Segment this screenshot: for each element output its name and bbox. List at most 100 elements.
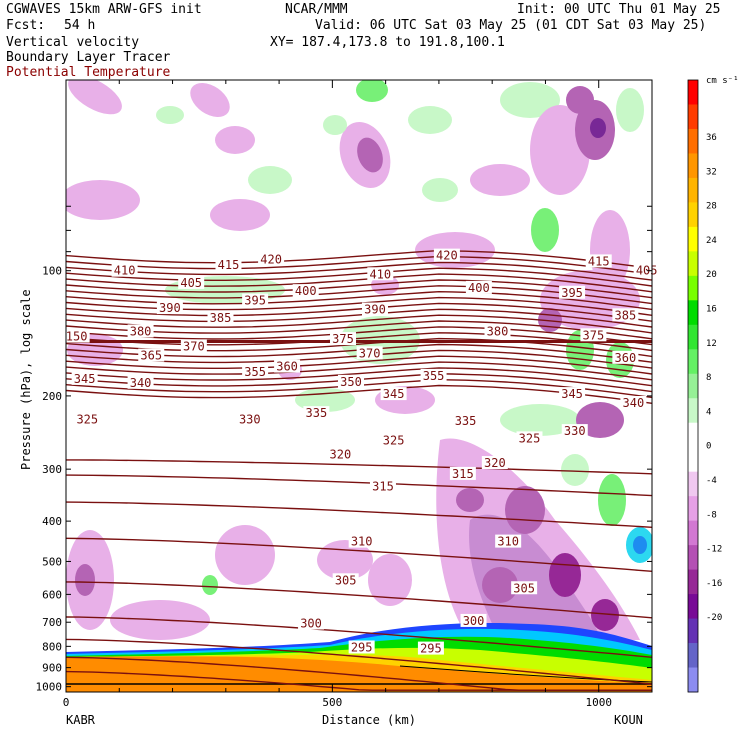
theta-label: 300 [300,617,322,631]
theta-contour-line [66,261,652,281]
theta-contour-line [66,285,652,305]
w-blob [470,164,530,196]
w-blob [190,82,230,118]
field-boundary-layer-tracer: Boundary Layer Tracer [6,50,171,65]
theta-contour-line [66,616,652,658]
theta-label: 360 [276,360,298,374]
theta-label-bg [180,339,207,353]
theta-label-bg [242,293,269,307]
colorbar: 36 32 28 24 20 16 12 8 4 0 -4 -8 -12 -16 -20 [687,79,722,693]
theta-label: 325 [383,434,405,448]
w-blob [566,86,594,114]
theta-contour-line [66,314,652,334]
theta-label-bg [303,406,330,420]
colorbar-swatch [688,471,698,497]
y-tick-label: 400 [42,515,62,528]
w-blob [323,115,347,135]
y-tick-label: 1000 [36,681,63,694]
w-blob [248,166,292,194]
colorbar-swatch [688,300,698,326]
theta-label-bg [580,328,607,342]
theta-label: 380 [130,324,152,338]
theta-label-bg [156,301,183,315]
theta-contour-line [66,384,652,404]
plot-frame [65,79,653,693]
x-axis-ticks: 0 500 1000 [63,80,612,709]
theta-label-bg [338,374,365,388]
theta-label-bg [559,387,586,401]
theta-label-bg [633,263,660,277]
theta-label-bg [74,412,101,426]
terrain-boundary-layer [66,656,652,692]
theta-label: 380 [487,324,509,338]
colorbar-swatch [688,618,698,644]
theta-label-bg [495,534,522,548]
theta-contour-line [66,267,652,287]
theta-contour-line [66,273,652,293]
theta-label-bg [420,368,447,382]
colorbar-swatch [688,569,698,595]
x-tick-label: 1000 [585,696,612,709]
theta-label-bg [236,412,263,426]
w-blob [482,567,518,603]
w-blob [590,118,606,138]
colorbar-frame [687,79,699,693]
colorbar-swatch [688,324,698,350]
y-tick-label: 300 [42,463,62,476]
theta-contour-line [66,355,652,375]
theta-label-bg [63,329,90,343]
colorbar-swatch [688,594,698,620]
w-blob [202,575,218,595]
theta-label: 150 [66,330,88,344]
theta-label-bg [348,640,375,654]
theta-contours [66,249,652,691]
y-tick-label: 500 [42,555,62,568]
theta-label-bg [449,466,476,480]
theta-label: 300 [463,614,485,628]
theta-label: 330 [564,424,586,438]
w-blob [357,137,383,173]
theta-label-bg [380,387,407,401]
w-blob [591,599,619,631]
theta-contour-line [66,367,652,387]
valid-time: Valid: 06 UTC Sat 03 May 25 (01 CDT Sat … [315,18,707,33]
theta-label: 420 [436,249,458,263]
left-endpoint: KABR [66,713,96,727]
theta-label-bg [481,456,508,470]
y-tick-label: 100 [42,265,62,278]
colorbar-label: 16 [706,305,717,315]
theta-label-bg [138,348,165,362]
colorbar-unit: cm s⁻¹ [706,76,739,86]
colorbar-label: -12 [706,545,722,555]
w-blob [505,486,545,534]
w-blob [549,553,581,597]
theta-label-bg [585,254,612,268]
colorbar-swatch [688,373,698,399]
w-blob [156,106,184,124]
theta-label-bg [380,433,407,447]
theta-label-bg [465,280,492,294]
colorbar-swatch [688,177,698,203]
w-blob [500,82,560,118]
w-blob [422,178,458,202]
theta-label-bg [127,324,154,338]
y-tick-label: 800 [42,640,62,653]
cross-section-xy: XY= 187.4,173.8 to 191.8,100.1 [270,35,505,50]
theta-contour-line [66,459,652,475]
colorbar-label: 4 [706,407,711,417]
theta-label-bg [330,332,357,346]
theta-label-bg [452,414,479,428]
theta-label: 385 [615,308,637,322]
theta-contour-line [66,581,652,619]
y-tick-label: 900 [42,662,62,675]
theta-label: 345 [561,387,583,401]
theta-label: 335 [455,414,477,428]
theta-label: 345 [74,372,96,386]
w-blob [356,80,388,102]
theta-label: 415 [218,258,240,272]
colorbar-swatch [688,202,698,228]
colorbar-swatch [688,545,698,571]
theta-contour-line [66,361,652,381]
w-blob [500,404,580,436]
